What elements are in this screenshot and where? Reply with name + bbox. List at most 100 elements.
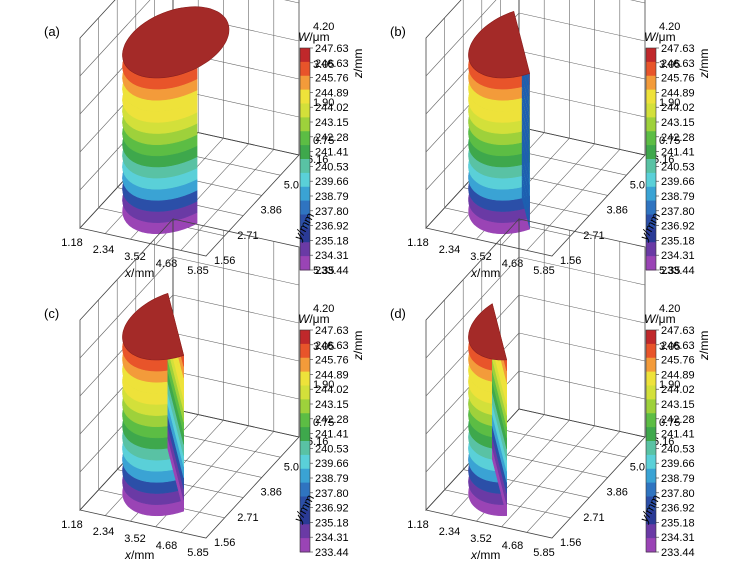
colorbar-swatch [646,103,656,118]
colorbar-tick-label: 247.63 [661,43,695,55]
colorbar-swatch [646,496,656,511]
colorbar-tick-label: 247.63 [315,43,349,55]
y-tick-label: 1.56 [214,537,235,549]
z-tick-label: 5.35 [659,265,680,277]
colorbar-tick-label: 242.28 [315,414,349,426]
colorbar-tick-label: 234.31 [661,250,695,262]
x-tick-label: 5.85 [187,547,208,559]
colorbar-tick-label: 243.15 [315,399,349,411]
colorbar-swatch [300,454,310,470]
cut-face [521,109,530,152]
colorbar-tick-label: 244.02 [315,102,349,114]
colorbar-tick-label: 240.53 [661,443,695,455]
x-tick-label: 3.52 [470,533,491,545]
z-tick-label: 3.05 [313,341,334,353]
grid-line [180,149,275,251]
colorbar-tick-label: 234.31 [315,250,349,262]
colorbar-swatch [300,468,310,484]
cut-face [521,120,530,163]
y-tick-label: 6.16 [307,154,328,166]
colorbar: 247.63 246.63 245.76 244.89 244.02 243.15 242.… [299,43,349,277]
colorbar-swatch [646,538,656,553]
colorbar-swatch [300,357,310,373]
grid-line [518,50,646,80]
x-axis-title: x/mm [125,548,155,562]
z-tick-label: 1.90 [313,379,334,391]
colorbar-swatch [646,468,656,484]
colorbar-tick-label: 237.80 [661,488,695,500]
x-tick-label: 5.85 [533,547,554,559]
colorbar-swatch [300,159,310,174]
colorbar-frame [299,47,311,271]
colorbar-tick-label: 245.76 [661,355,695,367]
z-tick-label: 3.05 [313,59,334,71]
colorbar-tick-label: 234.31 [661,532,695,544]
colorbar-swatch [300,172,310,188]
colorbar-swatch [646,48,656,63]
panel-label: (d) [390,306,406,321]
floor [425,126,646,257]
grid-line [172,294,300,324]
top-cap [122,293,185,361]
grid-line [518,256,646,286]
colorbar-swatch [646,159,656,174]
cut-face [521,153,530,196]
colorbar-tick-label: 240.53 [661,161,695,173]
colorbar-tick-label: 241.41 [315,429,349,441]
colorbar-swatch [646,186,656,202]
colorbar-swatch [300,61,310,77]
colorbar-tick-label: 233.44 [315,547,349,559]
colorbar-tick-label: 235.18 [315,517,349,529]
sample-surface [122,293,185,517]
z-tick-label: 0.75 [659,417,680,429]
colorbar-swatch [300,200,310,215]
colorbar-tick-label: 239.66 [315,176,349,188]
grid-line [425,256,520,359]
colorbar-swatch [300,427,310,442]
cut-face [521,75,530,118]
plot-3d: 1.182.343.524.685.851.562.713.865.016.16… [407,0,695,277]
z-tick-label: 1.90 [659,97,680,109]
colorbar-swatch [300,330,310,345]
colorbar-swatch [646,357,656,373]
colorbar-swatch [300,482,310,497]
chart-panel-c: (c) 1.18 2.34 3.52 4.68 5.85 1.56 2.71 3.86 5.01… [0,217,365,564]
plot-3d: 1.182.343.524.685.851.562.713.865.016.16… [61,217,349,559]
y-tick-label: 3.86 [261,487,282,499]
colorbar: 247.63 246.63 245.76 244.89 244.02 243.15 242.… [645,43,695,277]
y-tick-label: 1.56 [214,255,235,267]
colorbar-swatch [300,343,310,359]
chart-panel-b: (b) 1.182.343.524.685.851.562.713.865.01… [346,0,711,282]
grid-line [444,489,571,519]
grid-line [630,0,646,4]
colorbar-swatch [300,441,310,456]
colorbar-tick-label: 233.44 [661,265,695,277]
colorbar-tick-label: 244.89 [315,87,349,99]
colorbar-swatch [300,524,310,539]
colorbar-title: W/μm [298,312,330,326]
colorbar-swatch [646,343,656,359]
back-walls [425,0,646,257]
x-tick-label: 2.34 [439,244,460,256]
colorbar-tick-label: 246.63 [661,58,695,70]
y-tick-label: 3.86 [607,205,628,217]
colorbar-title: W/μm [644,30,676,44]
y-tick-label: 1.56 [560,255,581,267]
colorbar-swatch [300,228,310,243]
z-tick-label: 4.20 [659,303,680,315]
y-tick-label: 3.86 [607,487,628,499]
x-tick-label: 4.68 [156,540,177,552]
grid-line [500,428,627,458]
z-tick-label: 1.90 [313,97,334,109]
colorbar-frame [645,329,657,553]
grid-line [518,332,646,362]
grid-line [501,425,595,528]
colorbar-swatch [300,538,310,553]
colorbar-swatch [646,228,656,243]
sample-surface [468,11,531,235]
colorbar-tick-label: 243.15 [315,117,349,129]
colorbar-tick-label: 236.92 [661,221,695,233]
floor [425,408,646,539]
colorbar-swatch [646,256,656,271]
